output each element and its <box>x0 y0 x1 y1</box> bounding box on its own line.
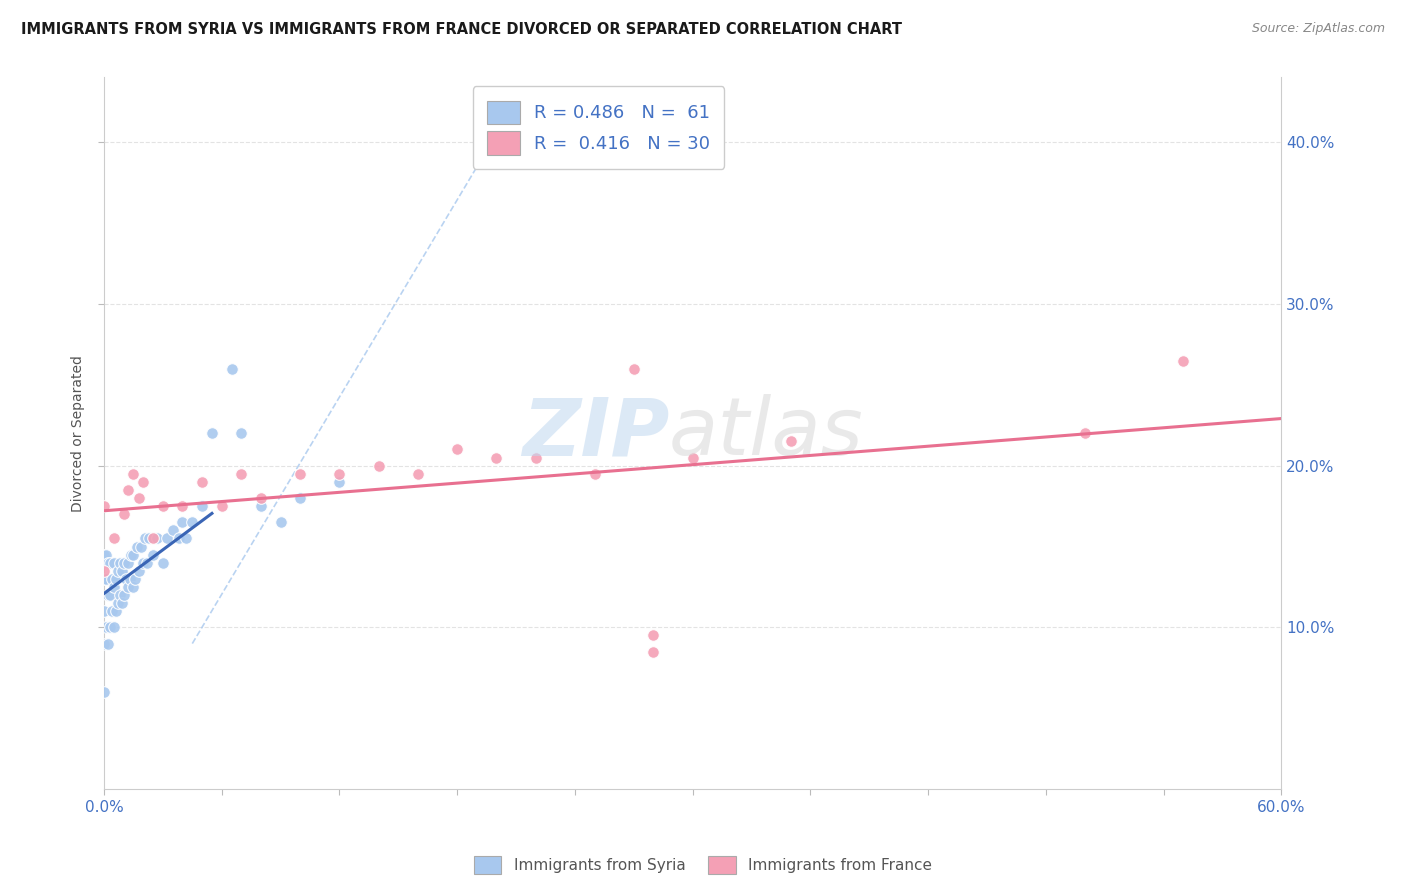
Point <box>97 556 120 570</box>
Point <box>103 532 125 546</box>
Point <box>111 564 134 578</box>
Point <box>211 499 233 513</box>
Point <box>93 564 115 578</box>
Point <box>406 467 429 481</box>
Point <box>93 604 115 618</box>
Point <box>146 532 169 546</box>
Point <box>114 572 136 586</box>
Point <box>136 556 159 570</box>
Point <box>1074 426 1097 441</box>
Point <box>122 580 145 594</box>
Text: IMMIGRANTS FROM SYRIA VS IMMIGRANTS FROM FRANCE DIVORCED OR SEPARATED CORRELATIO: IMMIGRANTS FROM SYRIA VS IMMIGRANTS FROM… <box>21 22 903 37</box>
Point <box>94 548 117 562</box>
Point <box>112 588 135 602</box>
Point <box>231 467 253 481</box>
Point <box>122 467 145 481</box>
Y-axis label: Divorced or Separated: Divorced or Separated <box>72 355 86 512</box>
Legend: R = 0.486   N =  61, R =  0.416   N = 30: R = 0.486 N = 61, R = 0.416 N = 30 <box>472 87 724 169</box>
Point <box>134 532 156 546</box>
Point <box>623 361 645 376</box>
Text: ZIP: ZIP <box>522 394 669 472</box>
Point <box>328 475 350 489</box>
Point <box>250 499 273 513</box>
Point <box>250 491 273 505</box>
Point <box>162 524 184 538</box>
Point <box>107 564 129 578</box>
Point <box>643 645 665 659</box>
Point <box>682 450 704 465</box>
Point <box>485 450 508 465</box>
Point <box>132 556 155 570</box>
Point <box>524 450 547 465</box>
Point <box>201 426 224 441</box>
Point <box>97 588 120 602</box>
Point <box>117 483 139 497</box>
Point <box>152 556 174 570</box>
Point <box>132 475 155 489</box>
Point <box>117 580 139 594</box>
Point <box>97 636 120 650</box>
Point <box>128 564 150 578</box>
Point <box>221 361 243 376</box>
Point <box>101 604 124 618</box>
Legend: Immigrants from Syria, Immigrants from France: Immigrants from Syria, Immigrants from F… <box>468 850 938 880</box>
Point <box>93 685 115 699</box>
Point <box>128 491 150 505</box>
Point <box>103 580 125 594</box>
Point <box>127 540 149 554</box>
Point <box>152 499 174 513</box>
Point <box>583 467 606 481</box>
Point <box>167 532 190 546</box>
Point <box>129 540 152 554</box>
Point <box>172 499 194 513</box>
Point <box>290 467 312 481</box>
Point <box>94 620 117 634</box>
Point <box>121 548 143 562</box>
Text: atlas: atlas <box>669 394 863 472</box>
Point <box>104 604 127 618</box>
Point <box>101 572 124 586</box>
Point <box>367 458 389 473</box>
Point <box>172 515 194 529</box>
Point <box>98 556 121 570</box>
Point <box>104 572 127 586</box>
Point <box>93 548 115 562</box>
Point <box>93 636 115 650</box>
Point <box>156 532 179 546</box>
Point <box>231 426 253 441</box>
Point <box>93 572 115 586</box>
Point <box>118 572 141 586</box>
Point <box>181 515 204 529</box>
Point <box>103 620 125 634</box>
Point <box>93 499 115 513</box>
Point <box>122 548 145 562</box>
Point <box>108 588 131 602</box>
Point <box>94 572 117 586</box>
Point <box>112 507 135 521</box>
Point <box>98 620 121 634</box>
Point <box>191 475 214 489</box>
Point <box>103 556 125 570</box>
Point <box>779 434 801 449</box>
Point <box>98 588 121 602</box>
Point <box>1173 353 1195 368</box>
Point <box>270 515 292 529</box>
Point <box>446 442 468 457</box>
Point <box>124 572 146 586</box>
Point <box>107 596 129 610</box>
Point <box>643 628 665 642</box>
Point <box>142 532 165 546</box>
Point <box>176 532 198 546</box>
Point <box>191 499 214 513</box>
Point <box>290 491 312 505</box>
Point <box>328 467 350 481</box>
Text: Source: ZipAtlas.com: Source: ZipAtlas.com <box>1251 22 1385 36</box>
Point <box>142 548 165 562</box>
Point <box>111 596 134 610</box>
Point <box>138 532 160 546</box>
Point <box>108 556 131 570</box>
Point <box>112 556 135 570</box>
Point <box>117 556 139 570</box>
